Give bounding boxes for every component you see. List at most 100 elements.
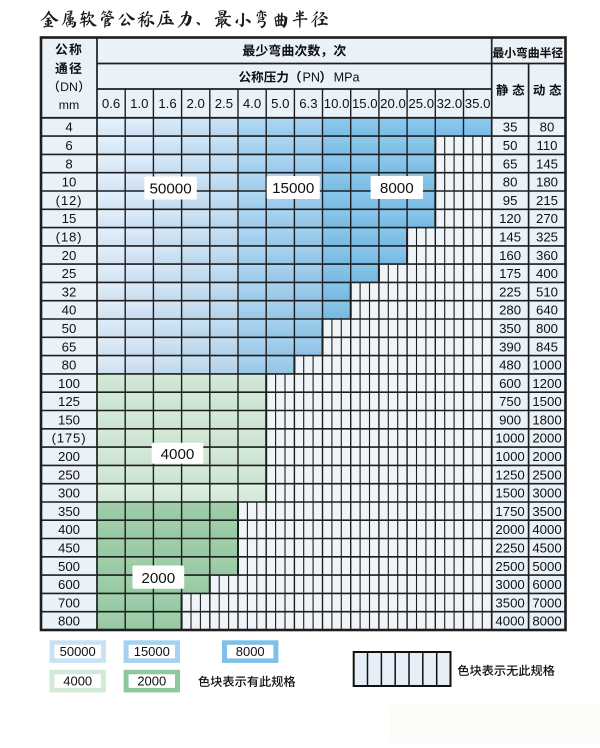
svg-text:600: 600 — [58, 577, 80, 592]
svg-text:8000: 8000 — [236, 644, 265, 659]
svg-text:5.0: 5.0 — [271, 96, 289, 111]
svg-text:350: 350 — [499, 321, 521, 336]
svg-text:1800: 1800 — [532, 412, 561, 427]
svg-text:1.0: 1.0 — [130, 96, 148, 111]
svg-text:2.5: 2.5 — [215, 96, 233, 111]
svg-text:500: 500 — [58, 559, 80, 574]
svg-text:2000: 2000 — [532, 431, 561, 446]
svg-text:3000: 3000 — [532, 486, 561, 501]
svg-text:10.0: 10.0 — [324, 96, 350, 111]
svg-text:4000: 4000 — [495, 614, 524, 629]
svg-text:1.6: 1.6 — [158, 96, 176, 111]
svg-text:DN: DN — [60, 80, 78, 94]
svg-text:15.0: 15.0 — [352, 96, 378, 111]
svg-text:175: 175 — [499, 266, 521, 281]
svg-text:50: 50 — [503, 138, 518, 153]
svg-text:32.0: 32.0 — [437, 96, 463, 111]
svg-text:15000: 15000 — [272, 180, 314, 197]
svg-text:10: 10 — [62, 175, 77, 190]
svg-text:180: 180 — [536, 175, 558, 190]
svg-text:3500: 3500 — [495, 595, 524, 610]
svg-text:8000: 8000 — [532, 614, 561, 629]
svg-text:300: 300 — [58, 486, 80, 501]
svg-text:0.6: 0.6 — [102, 96, 120, 111]
svg-text:6: 6 — [65, 138, 72, 153]
svg-text:50000: 50000 — [149, 181, 191, 198]
svg-text:1000: 1000 — [495, 449, 524, 464]
svg-text:3000: 3000 — [495, 577, 524, 592]
svg-text:35.0: 35.0 — [465, 96, 491, 111]
svg-text:25.0: 25.0 — [408, 96, 434, 111]
svg-text:4000: 4000 — [532, 522, 561, 537]
svg-text:400: 400 — [58, 522, 80, 537]
svg-text:50: 50 — [62, 321, 77, 336]
svg-text:145: 145 — [536, 156, 558, 171]
svg-text:65: 65 — [62, 339, 77, 354]
svg-text:2.0: 2.0 — [187, 96, 205, 111]
svg-text:35: 35 — [503, 120, 518, 135]
svg-text:700: 700 — [58, 595, 80, 610]
svg-text:2250: 2250 — [495, 541, 524, 556]
svg-text:40: 40 — [62, 303, 77, 318]
svg-text:250: 250 — [58, 467, 80, 482]
svg-text:600: 600 — [499, 376, 521, 391]
svg-text:15: 15 — [62, 211, 77, 226]
svg-text:80: 80 — [503, 175, 518, 190]
svg-text:100: 100 — [58, 376, 80, 391]
svg-text:4000: 4000 — [161, 446, 195, 463]
svg-text:3500: 3500 — [532, 504, 561, 519]
svg-text:(175): (175) — [52, 431, 87, 446]
svg-text:200: 200 — [58, 449, 80, 464]
svg-text:50000: 50000 — [60, 644, 96, 659]
svg-text:15000: 15000 — [134, 644, 170, 659]
svg-text:4.0: 4.0 — [243, 96, 261, 111]
svg-text:MPa: MPa — [334, 71, 360, 85]
svg-text:845: 845 — [536, 339, 558, 354]
svg-text:1200: 1200 — [532, 376, 561, 391]
svg-text:640: 640 — [536, 303, 558, 318]
svg-text:(12): (12) — [56, 193, 83, 208]
svg-text:280: 280 — [499, 303, 521, 318]
svg-text:270: 270 — [536, 211, 558, 226]
svg-text:2000: 2000 — [141, 570, 175, 587]
svg-text:8: 8 — [65, 156, 72, 171]
svg-text:2000: 2000 — [137, 674, 166, 689]
svg-text:360: 360 — [536, 248, 558, 263]
svg-text:(18): (18) — [56, 230, 83, 245]
svg-text:480: 480 — [499, 358, 521, 373]
svg-text:800: 800 — [536, 321, 558, 336]
svg-text:PN: PN — [303, 71, 321, 85]
svg-text:20: 20 — [62, 248, 77, 263]
svg-text:1250: 1250 — [495, 467, 524, 482]
svg-text:80: 80 — [540, 120, 555, 135]
svg-text:2500: 2500 — [532, 467, 561, 482]
svg-text:1500: 1500 — [532, 394, 561, 409]
svg-text:32: 32 — [62, 284, 77, 299]
svg-text:95: 95 — [503, 193, 518, 208]
svg-text:25: 25 — [62, 266, 77, 281]
svg-text:7000: 7000 — [532, 595, 561, 610]
svg-text:4000: 4000 — [63, 674, 92, 689]
svg-text:4: 4 — [65, 120, 72, 135]
svg-text:8000: 8000 — [380, 180, 414, 197]
svg-text:5000: 5000 — [532, 559, 561, 574]
svg-text:6.3: 6.3 — [299, 96, 317, 111]
svg-text:800: 800 — [58, 614, 80, 629]
svg-text:450: 450 — [58, 541, 80, 556]
svg-text:510: 510 — [536, 284, 558, 299]
svg-text:1000: 1000 — [532, 358, 561, 373]
svg-text:2000: 2000 — [532, 449, 561, 464]
svg-text:750: 750 — [499, 394, 521, 409]
svg-text:225: 225 — [499, 284, 521, 299]
svg-text:400: 400 — [536, 266, 558, 281]
svg-text:65: 65 — [503, 156, 518, 171]
svg-text:4500: 4500 — [532, 541, 561, 556]
svg-text:1750: 1750 — [495, 504, 524, 519]
svg-text:mm: mm — [59, 98, 80, 112]
svg-text:1000: 1000 — [495, 431, 524, 446]
svg-text:110: 110 — [536, 138, 557, 153]
svg-text:1500: 1500 — [495, 486, 524, 501]
svg-text:2000: 2000 — [495, 522, 524, 537]
svg-text:6000: 6000 — [532, 577, 561, 592]
svg-text:325: 325 — [536, 230, 558, 245]
